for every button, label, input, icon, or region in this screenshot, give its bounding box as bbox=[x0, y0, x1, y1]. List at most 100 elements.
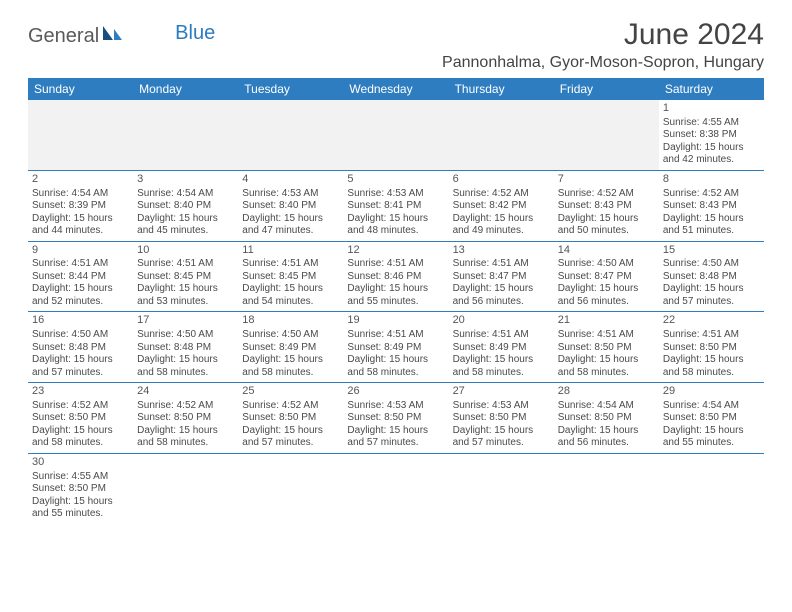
daylight-text: Daylight: 15 hours and 58 minutes. bbox=[137, 425, 234, 450]
sunrise-text: Sunrise: 4:54 AM bbox=[137, 188, 234, 201]
daylight-text: Daylight: 15 hours and 58 minutes. bbox=[32, 425, 129, 450]
day-header: Monday bbox=[133, 78, 238, 100]
brand-part1: General bbox=[28, 25, 99, 48]
sunset-text: Sunset: 8:49 PM bbox=[453, 342, 550, 355]
sunrise-text: Sunrise: 4:50 AM bbox=[558, 258, 655, 271]
day-cell: 18Sunrise: 4:50 AMSunset: 8:49 PMDayligh… bbox=[238, 312, 343, 383]
week-row: 23Sunrise: 4:52 AMSunset: 8:50 PMDayligh… bbox=[28, 383, 764, 454]
brand-part2: Blue bbox=[175, 22, 215, 45]
day-number: 15 bbox=[663, 244, 760, 258]
sunrise-text: Sunrise: 4:52 AM bbox=[242, 400, 339, 413]
day-cell-blank bbox=[133, 100, 238, 170]
daylight-text: Daylight: 15 hours and 58 minutes. bbox=[347, 354, 444, 379]
daylight-text: Daylight: 15 hours and 58 minutes. bbox=[453, 354, 550, 379]
daylight-text: Daylight: 15 hours and 55 minutes. bbox=[347, 283, 444, 308]
daylight-text: Daylight: 15 hours and 57 minutes. bbox=[453, 425, 550, 450]
day-cell: 29Sunrise: 4:54 AMSunset: 8:50 PMDayligh… bbox=[659, 383, 764, 454]
day-number: 26 bbox=[347, 385, 444, 399]
day-number: 6 bbox=[453, 173, 550, 187]
day-header: Saturday bbox=[659, 78, 764, 100]
day-number: 17 bbox=[137, 314, 234, 328]
daylight-text: Daylight: 15 hours and 56 minutes. bbox=[558, 425, 655, 450]
sunrise-text: Sunrise: 4:50 AM bbox=[32, 329, 129, 342]
calendar-table: SundayMondayTuesdayWednesdayThursdayFrid… bbox=[28, 78, 764, 524]
daylight-text: Daylight: 15 hours and 44 minutes. bbox=[32, 213, 129, 238]
day-header: Tuesday bbox=[238, 78, 343, 100]
daylight-text: Daylight: 15 hours and 45 minutes. bbox=[137, 213, 234, 238]
day-cell: 19Sunrise: 4:51 AMSunset: 8:49 PMDayligh… bbox=[343, 312, 448, 383]
daylight-text: Daylight: 15 hours and 47 minutes. bbox=[242, 213, 339, 238]
sunset-text: Sunset: 8:43 PM bbox=[558, 200, 655, 213]
week-row: 1Sunrise: 4:55 AMSunset: 8:38 PMDaylight… bbox=[28, 100, 764, 170]
sunrise-text: Sunrise: 4:55 AM bbox=[32, 471, 129, 484]
sunset-text: Sunset: 8:48 PM bbox=[137, 342, 234, 355]
day-header-row: SundayMondayTuesdayWednesdayThursdayFrid… bbox=[28, 78, 764, 100]
sunset-text: Sunset: 8:43 PM bbox=[663, 200, 760, 213]
day-header: Sunday bbox=[28, 78, 133, 100]
daylight-text: Daylight: 15 hours and 50 minutes. bbox=[558, 213, 655, 238]
day-cell-blank bbox=[554, 453, 659, 523]
day-number: 27 bbox=[453, 385, 550, 399]
sunrise-text: Sunrise: 4:52 AM bbox=[453, 188, 550, 201]
day-cell: 13Sunrise: 4:51 AMSunset: 8:47 PMDayligh… bbox=[449, 241, 554, 312]
location-subtitle: Pannonhalma, Gyor-Moson-Sopron, Hungary bbox=[442, 54, 764, 72]
daylight-text: Daylight: 15 hours and 58 minutes. bbox=[242, 354, 339, 379]
daylight-text: Daylight: 15 hours and 57 minutes. bbox=[242, 425, 339, 450]
week-row: 16Sunrise: 4:50 AMSunset: 8:48 PMDayligh… bbox=[28, 312, 764, 383]
day-cell-blank bbox=[449, 453, 554, 523]
day-cell: 11Sunrise: 4:51 AMSunset: 8:45 PMDayligh… bbox=[238, 241, 343, 312]
sunrise-text: Sunrise: 4:52 AM bbox=[558, 188, 655, 201]
day-number: 18 bbox=[242, 314, 339, 328]
sunrise-text: Sunrise: 4:51 AM bbox=[663, 329, 760, 342]
sunrise-text: Sunrise: 4:55 AM bbox=[663, 117, 760, 130]
brand-logo: General Blue bbox=[28, 24, 215, 49]
sunrise-text: Sunrise: 4:53 AM bbox=[242, 188, 339, 201]
day-cell-blank bbox=[133, 453, 238, 523]
daylight-text: Daylight: 15 hours and 49 minutes. bbox=[453, 213, 550, 238]
sunset-text: Sunset: 8:50 PM bbox=[663, 412, 760, 425]
sunset-text: Sunset: 8:46 PM bbox=[347, 271, 444, 284]
day-cell: 23Sunrise: 4:52 AMSunset: 8:50 PMDayligh… bbox=[28, 383, 133, 454]
day-number: 29 bbox=[663, 385, 760, 399]
sunset-text: Sunset: 8:50 PM bbox=[242, 412, 339, 425]
day-number: 2 bbox=[32, 173, 129, 187]
week-row: 30Sunrise: 4:55 AMSunset: 8:50 PMDayligh… bbox=[28, 453, 764, 523]
day-number: 12 bbox=[347, 244, 444, 258]
day-cell: 2Sunrise: 4:54 AMSunset: 8:39 PMDaylight… bbox=[28, 170, 133, 241]
day-cell: 12Sunrise: 4:51 AMSunset: 8:46 PMDayligh… bbox=[343, 241, 448, 312]
day-number: 1 bbox=[663, 102, 760, 116]
day-cell: 27Sunrise: 4:53 AMSunset: 8:50 PMDayligh… bbox=[449, 383, 554, 454]
day-number: 8 bbox=[663, 173, 760, 187]
sunrise-text: Sunrise: 4:52 AM bbox=[32, 400, 129, 413]
day-cell: 16Sunrise: 4:50 AMSunset: 8:48 PMDayligh… bbox=[28, 312, 133, 383]
sunset-text: Sunset: 8:45 PM bbox=[137, 271, 234, 284]
day-cell: 5Sunrise: 4:53 AMSunset: 8:41 PMDaylight… bbox=[343, 170, 448, 241]
day-cell: 21Sunrise: 4:51 AMSunset: 8:50 PMDayligh… bbox=[554, 312, 659, 383]
day-number: 9 bbox=[32, 244, 129, 258]
daylight-text: Daylight: 15 hours and 52 minutes. bbox=[32, 283, 129, 308]
sunset-text: Sunset: 8:50 PM bbox=[453, 412, 550, 425]
sunrise-text: Sunrise: 4:50 AM bbox=[242, 329, 339, 342]
sunrise-text: Sunrise: 4:51 AM bbox=[453, 258, 550, 271]
daylight-text: Daylight: 15 hours and 42 minutes. bbox=[663, 142, 760, 167]
day-header: Wednesday bbox=[343, 78, 448, 100]
day-number: 30 bbox=[32, 456, 129, 470]
day-cell: 10Sunrise: 4:51 AMSunset: 8:45 PMDayligh… bbox=[133, 241, 238, 312]
sunset-text: Sunset: 8:48 PM bbox=[32, 342, 129, 355]
daylight-text: Daylight: 15 hours and 56 minutes. bbox=[453, 283, 550, 308]
day-number: 7 bbox=[558, 173, 655, 187]
daylight-text: Daylight: 15 hours and 54 minutes. bbox=[242, 283, 339, 308]
day-number: 28 bbox=[558, 385, 655, 399]
day-cell: 25Sunrise: 4:52 AMSunset: 8:50 PMDayligh… bbox=[238, 383, 343, 454]
day-cell: 24Sunrise: 4:52 AMSunset: 8:50 PMDayligh… bbox=[133, 383, 238, 454]
day-number: 24 bbox=[137, 385, 234, 399]
daylight-text: Daylight: 15 hours and 57 minutes. bbox=[347, 425, 444, 450]
daylight-text: Daylight: 15 hours and 58 minutes. bbox=[558, 354, 655, 379]
day-number: 3 bbox=[137, 173, 234, 187]
sunset-text: Sunset: 8:50 PM bbox=[32, 483, 129, 496]
sunrise-text: Sunrise: 4:51 AM bbox=[32, 258, 129, 271]
day-header: Thursday bbox=[449, 78, 554, 100]
sunset-text: Sunset: 8:42 PM bbox=[453, 200, 550, 213]
day-number: 5 bbox=[347, 173, 444, 187]
sunrise-text: Sunrise: 4:54 AM bbox=[663, 400, 760, 413]
